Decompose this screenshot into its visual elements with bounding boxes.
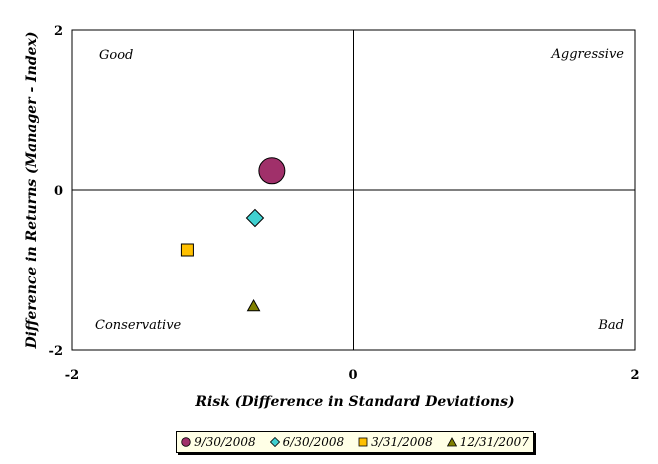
legend-diamond-marker	[269, 437, 280, 447]
legend-label: 9/30/2008	[194, 435, 256, 449]
data-point-diamond	[245, 208, 265, 228]
chart-legend: 9/30/2008 6/30/2008 3/31/2008 12/31/2007	[176, 431, 534, 453]
data-points	[180, 157, 286, 312]
y-tick-bottom: -2	[49, 344, 63, 359]
x-tick-left: -2	[65, 368, 79, 383]
data-point-circle	[258, 157, 286, 185]
quadrant-label-aggressive: Aggressive	[551, 47, 625, 62]
legend-circle-marker	[181, 437, 191, 447]
data-point-triangle	[246, 298, 261, 312]
legend-triangle-marker	[446, 437, 457, 447]
quadrant-label-conservative: Conservative	[95, 318, 182, 333]
x-axis-title: Risk (Difference in Standard Deviations)	[194, 394, 514, 410]
x-tick-middle: 0	[348, 368, 357, 383]
legend-item-4: 12/31/2007	[446, 435, 529, 449]
legend-item-2: 6/30/2008	[269, 435, 345, 449]
y-tick-middle: 0	[54, 184, 63, 199]
legend-item-3: 3/31/2008	[358, 435, 433, 449]
legend-label: 3/31/2008	[371, 435, 433, 449]
quadrant-label-good: Good	[99, 48, 133, 63]
legend-square-marker	[358, 437, 368, 447]
legend-item-1: 9/30/2008	[181, 435, 256, 449]
legend-label: 6/30/2008	[282, 435, 345, 449]
quadrant-label-bad: Bad	[597, 318, 624, 333]
legend-label: 12/31/2007	[459, 435, 529, 449]
y-axis-title: Difference in Returns (Manager - Index)	[24, 31, 40, 349]
data-point-square	[180, 243, 194, 257]
x-tick-right: 2	[630, 368, 639, 383]
y-tick-top: 2	[54, 24, 63, 39]
